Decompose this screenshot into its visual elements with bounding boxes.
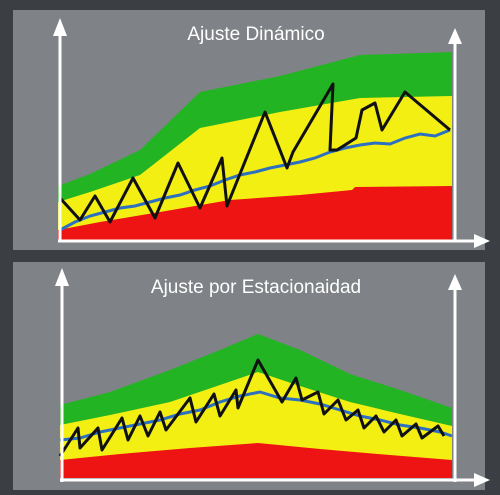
top-diagram-title: Ajuste Dinámico (187, 24, 324, 45)
bottom-x-axis-arrowhead (474, 473, 490, 487)
dynamic-adjustment-diagram: Ajuste Dinámico (53, 18, 490, 248)
top-right-axis-arrowhead (448, 28, 462, 44)
bottom-diagram-title: Ajuste por Estacionaidad (151, 277, 361, 298)
top-red-zone (58, 186, 452, 240)
bottom-y-axis-arrowhead (55, 268, 69, 286)
top-x-axis-arrowhead (474, 234, 490, 248)
bottom-inventory-line (58, 358, 446, 457)
top-average-line (59, 128, 451, 232)
bottom-red-zone (60, 443, 452, 478)
seasonal-adjustment-diagram: Ajuste por Estacionaidad (55, 268, 490, 487)
bottom-right-axis-arrowhead (448, 274, 462, 290)
top-y-axis-arrowhead (53, 18, 67, 36)
top-inventory-line (58, 82, 451, 224)
